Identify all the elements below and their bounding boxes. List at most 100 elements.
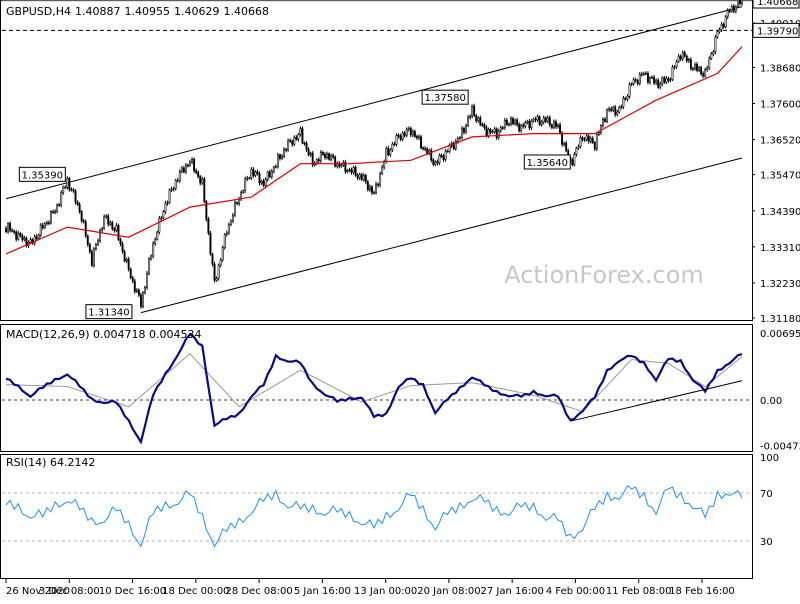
candle xyxy=(174,178,177,191)
price-annotation: 1.37580 xyxy=(421,89,469,105)
candle-body xyxy=(675,61,678,68)
candle-body xyxy=(41,224,44,228)
candle-body xyxy=(516,119,519,125)
candle xyxy=(203,176,206,204)
candle xyxy=(403,130,406,138)
candle xyxy=(552,119,555,130)
candle xyxy=(131,275,134,284)
candle xyxy=(142,290,144,309)
candle-body xyxy=(319,152,322,162)
candle-body xyxy=(550,124,553,128)
rsi-pane-title: RSI(14) 64.2142 xyxy=(6,456,95,469)
candle-body xyxy=(561,132,564,145)
candle-body xyxy=(371,186,373,193)
candle xyxy=(229,219,232,227)
candle-body xyxy=(434,161,437,165)
candle xyxy=(581,136,584,142)
candle xyxy=(242,189,245,194)
candle-body xyxy=(76,201,79,205)
candle-body xyxy=(463,128,465,133)
candle-body xyxy=(579,137,582,147)
candle-body xyxy=(739,0,741,4)
candle-body xyxy=(430,150,433,161)
candle-body xyxy=(303,142,306,145)
candle xyxy=(66,176,69,190)
candle-body xyxy=(667,78,670,81)
candle-body xyxy=(469,115,472,118)
candle-body xyxy=(626,96,629,100)
candle xyxy=(160,215,163,221)
time-tick-label: 13 Jan 00:00 xyxy=(354,586,417,597)
candle xyxy=(144,285,146,295)
candle xyxy=(326,151,328,160)
candle-body xyxy=(86,235,89,245)
candle xyxy=(732,4,735,14)
candle-body xyxy=(323,153,326,158)
candle xyxy=(166,200,169,206)
candle xyxy=(172,186,175,192)
candle-body xyxy=(726,10,729,18)
candle xyxy=(305,141,308,152)
candle xyxy=(438,153,441,165)
candle xyxy=(348,167,351,173)
candle-body xyxy=(328,153,330,160)
candle-body xyxy=(131,277,134,282)
candle xyxy=(7,222,9,234)
candle xyxy=(246,175,249,182)
candle-body xyxy=(734,6,737,12)
macd-tick-label: 0.006956 xyxy=(760,329,800,340)
candle xyxy=(624,96,627,101)
candle-body xyxy=(685,55,688,61)
candle xyxy=(72,187,75,193)
candle xyxy=(207,216,210,236)
candle-body xyxy=(99,229,101,242)
candle xyxy=(184,163,187,175)
candle xyxy=(121,241,124,254)
candle-body xyxy=(64,186,67,189)
candle-body xyxy=(415,136,418,139)
macd-line xyxy=(5,332,743,445)
candle xyxy=(685,54,688,63)
candle xyxy=(129,267,132,280)
candle-body xyxy=(448,145,451,152)
candle-body xyxy=(344,161,347,172)
candle xyxy=(526,119,529,125)
candle xyxy=(272,165,275,174)
candle xyxy=(164,200,167,214)
candle-body xyxy=(689,59,692,70)
candle-body xyxy=(691,68,694,70)
candle-body xyxy=(78,204,81,212)
candle xyxy=(205,199,208,222)
candle-body xyxy=(458,137,461,139)
candle xyxy=(530,118,533,130)
candle xyxy=(281,154,283,160)
candle xyxy=(37,233,40,240)
candle-body xyxy=(616,111,619,115)
candle xyxy=(407,126,410,132)
candle xyxy=(189,159,191,167)
candle-body xyxy=(68,178,71,190)
candle-body xyxy=(264,179,267,186)
candle-body xyxy=(256,171,259,174)
candle xyxy=(501,126,504,130)
candle xyxy=(95,242,97,251)
candle-body xyxy=(270,170,273,178)
candle xyxy=(452,141,455,151)
time-tick-label: 10 Dec 16:00 xyxy=(99,586,166,597)
candle-body xyxy=(446,150,449,153)
candle-body xyxy=(475,115,478,122)
candle xyxy=(424,146,427,152)
time-tick-label: 20 Jan 08:00 xyxy=(417,586,480,597)
candle xyxy=(651,75,653,80)
candle-body xyxy=(483,124,486,128)
candle-body xyxy=(456,138,459,142)
current-price-tag-text: 1.40668 xyxy=(757,0,798,8)
candle-body xyxy=(285,149,288,151)
candle-body xyxy=(557,124,559,127)
candle-body xyxy=(340,164,343,167)
candle xyxy=(90,249,93,267)
candle xyxy=(311,151,314,168)
candle xyxy=(489,127,492,135)
candle xyxy=(514,118,517,126)
candle-body xyxy=(52,211,54,213)
